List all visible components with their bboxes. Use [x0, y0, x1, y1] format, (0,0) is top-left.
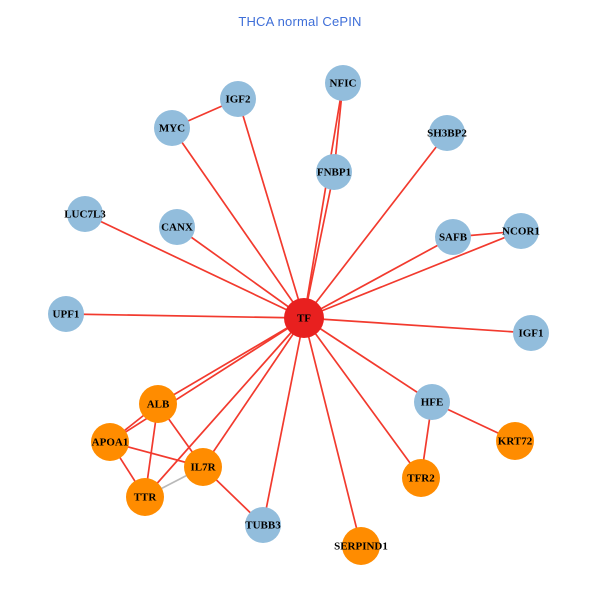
edge-tf-hfe	[303, 317, 433, 403]
node-circle-fnbp1[interactable]	[316, 154, 352, 190]
node-circle-ncor1[interactable]	[503, 213, 539, 249]
node-circle-igf1[interactable]	[513, 315, 549, 351]
node-circle-myc[interactable]	[154, 110, 190, 146]
node-label-apoa1: APOA1	[92, 437, 129, 449]
node-circle-igf2[interactable]	[220, 81, 256, 117]
node-circle-tfr2[interactable]	[402, 459, 440, 497]
node-safb[interactable]: SAFB	[435, 219, 471, 255]
edge-tf-apoa1	[109, 317, 305, 443]
edge-tf-nfic	[303, 82, 344, 319]
node-label-fnbp1: FNBP1	[317, 167, 351, 179]
edge-tf-alb	[157, 317, 305, 405]
edge-tf-myc	[171, 127, 305, 319]
node-alb[interactable]: ALB	[139, 385, 177, 423]
node-label-luc7l3: LUC7L3	[64, 209, 106, 221]
node-ncor1[interactable]: NCOR1	[502, 213, 540, 249]
node-circle-il7r[interactable]	[184, 448, 222, 486]
node-label-igf1: IGF1	[518, 328, 543, 340]
node-circle-safb[interactable]	[435, 219, 471, 255]
node-circle-upf1[interactable]	[48, 296, 84, 332]
edge-tf-ncor1	[303, 230, 522, 319]
node-circle-tf[interactable]	[284, 298, 324, 338]
node-igf1[interactable]: IGF1	[513, 315, 549, 351]
node-label-tubb3: TUBB3	[245, 520, 281, 532]
node-label-il7r: IL7R	[190, 462, 216, 474]
node-ttr[interactable]: TTR	[126, 478, 164, 516]
node-label-tfr2: TFR2	[407, 473, 435, 485]
node-il7r[interactable]: IL7R	[184, 448, 222, 486]
edge-tf-igf1	[303, 317, 532, 334]
edge-tf-fnbp1	[303, 171, 335, 319]
node-label-ttr: TTR	[134, 492, 158, 504]
node-circle-ttr[interactable]	[126, 478, 164, 516]
node-label-krt72: KRT72	[498, 436, 533, 448]
node-circle-sh3bp2[interactable]	[429, 115, 465, 151]
node-circle-canx[interactable]	[159, 209, 195, 245]
node-label-nfic: NFIC	[330, 78, 357, 90]
node-hfe[interactable]: HFE	[414, 384, 450, 420]
node-circle-hfe[interactable]	[414, 384, 450, 420]
node-circle-serpind1[interactable]	[342, 527, 380, 565]
node-myc[interactable]: MYC	[154, 110, 190, 146]
node-circle-tubb3[interactable]	[245, 507, 281, 543]
node-circle-krt72[interactable]	[496, 422, 534, 460]
node-label-alb: ALB	[147, 399, 170, 411]
node-sh3bp2[interactable]: SH3BP2	[427, 115, 467, 151]
page-title: THCA normal CePIN	[238, 14, 362, 29]
node-label-sh3bp2: SH3BP2	[427, 128, 467, 140]
node-canx[interactable]: CANX	[159, 209, 195, 245]
node-label-myc: MYC	[159, 123, 185, 135]
edge-tf-canx	[176, 226, 305, 319]
edge-tf-serpind1	[303, 317, 362, 547]
node-apoa1[interactable]: APOA1	[91, 423, 129, 461]
node-label-canx: CANX	[161, 222, 193, 234]
node-label-igf2: IGF2	[225, 94, 251, 106]
node-tubb3[interactable]: TUBB3	[245, 507, 281, 543]
node-serpind1[interactable]: SERPIND1	[334, 527, 388, 565]
node-igf2[interactable]: IGF2	[220, 81, 256, 117]
node-layer: TF MYC IGF2 NFIC FNBP1 SH3BP2 NCOR1 SAFB IGF1 LUC…	[48, 65, 549, 565]
node-label-ncor1: NCOR1	[502, 226, 540, 238]
node-label-hfe: HFE	[421, 397, 444, 409]
edge-tf-upf1	[65, 313, 305, 319]
node-nfic[interactable]: NFIC	[325, 65, 361, 101]
node-tfr2[interactable]: TFR2	[402, 459, 440, 497]
edge-tf-ttr	[144, 317, 305, 498]
node-fnbp1[interactable]: FNBP1	[316, 154, 352, 190]
edge-tf-tfr2	[303, 317, 422, 479]
node-tf[interactable]: TF	[284, 298, 324, 338]
node-upf1[interactable]: UPF1	[48, 296, 84, 332]
edge-tf-igf2	[237, 98, 305, 319]
edge-tf-safb	[303, 236, 454, 319]
edge-tf-sh3bp2	[303, 132, 448, 319]
node-circle-alb[interactable]	[139, 385, 177, 423]
node-krt72[interactable]: KRT72	[496, 422, 534, 460]
node-label-upf1: UPF1	[53, 309, 80, 321]
edge-tf-il7r	[202, 317, 305, 468]
node-label-serpind1: SERPIND1	[334, 541, 388, 553]
node-circle-apoa1[interactable]	[91, 423, 129, 461]
node-label-tf: TF	[297, 313, 311, 325]
node-circle-luc7l3[interactable]	[67, 196, 103, 232]
node-label-safb: SAFB	[439, 232, 468, 244]
edge-tf-tubb3	[262, 317, 305, 526]
node-circle-nfic[interactable]	[325, 65, 361, 101]
edge-tf-luc7l3	[84, 213, 305, 319]
node-luc7l3[interactable]: LUC7L3	[64, 196, 106, 232]
